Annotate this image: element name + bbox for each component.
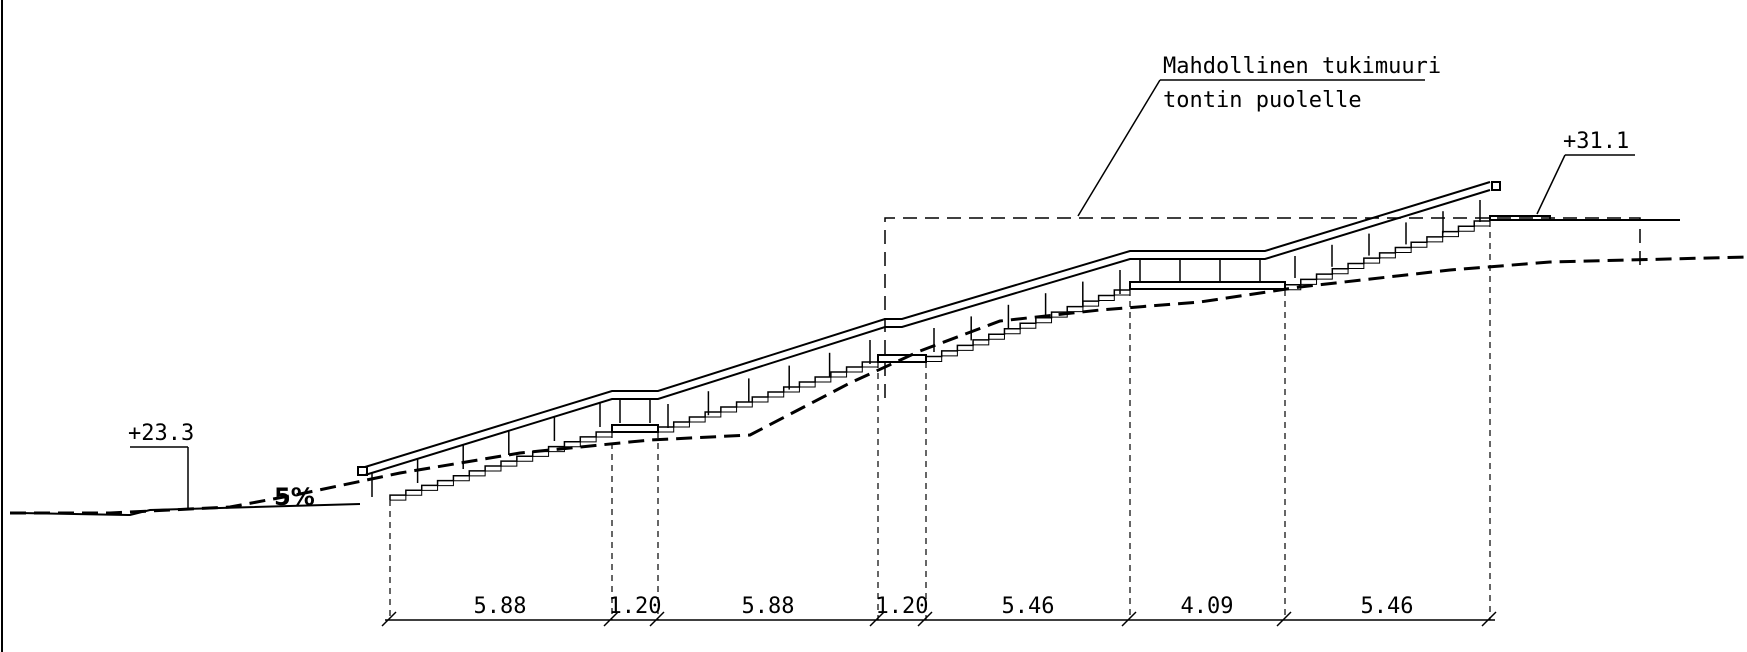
handrail xyxy=(357,181,1501,476)
slope-label: 5% xyxy=(274,483,315,511)
elevation-right-label: +31.1 xyxy=(1563,129,1629,154)
retaining-wall-outline xyxy=(884,217,1641,398)
landing-1 xyxy=(611,424,659,433)
stair-flight xyxy=(925,289,1130,362)
elevation-marker-left: +23.3 xyxy=(128,421,194,508)
dim-flight-4: 5.46 xyxy=(1361,594,1414,619)
stair-steps xyxy=(389,220,1490,505)
handrail-posts xyxy=(371,200,1481,497)
dim-landing-2: 1.20 xyxy=(876,594,929,619)
extension-lines xyxy=(389,221,1491,620)
dim-flight-1: 5.88 xyxy=(474,594,527,619)
dimension-line xyxy=(381,611,1497,627)
stair-flight-underside xyxy=(657,366,878,437)
stair-flight-underside xyxy=(389,436,612,505)
stair-flight-underside xyxy=(1284,225,1490,295)
dim-flight-2: 5.88 xyxy=(742,594,795,619)
dim-landing-3: 4.09 xyxy=(1181,594,1234,619)
annotation-line-1: Mahdollinen tukimuuri xyxy=(1163,54,1441,79)
elevation-marker-right: +31.1 xyxy=(1536,129,1635,215)
annotation-line-2: tontin puolelle xyxy=(1163,88,1362,113)
dimension-labels: 5.88 1.20 5.88 1.20 5.46 4.09 5.46 xyxy=(474,594,1414,619)
annotation-leader: Mahdollinen tukimuuri tontin puolelle xyxy=(1077,54,1441,217)
elevation-left-label: +23.3 xyxy=(128,421,194,446)
stair-flight xyxy=(1284,220,1490,290)
stair-flight-underside xyxy=(925,294,1130,367)
dim-flight-3: 5.46 xyxy=(1002,594,1055,619)
dim-landing-1: 1.20 xyxy=(609,594,662,619)
existing-ground-line xyxy=(10,255,1747,515)
landing-3 xyxy=(1129,281,1286,290)
proposed-ground-line xyxy=(19,503,361,517)
